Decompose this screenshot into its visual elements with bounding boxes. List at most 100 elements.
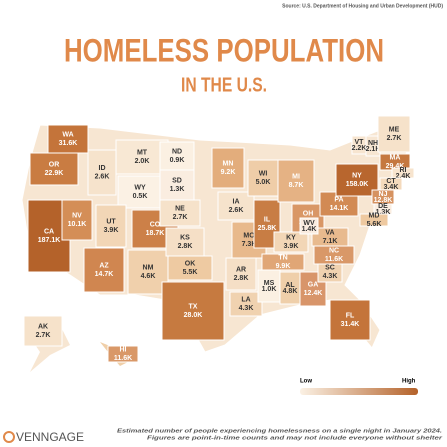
state-abbr: NH [368, 140, 378, 147]
state-value: 2.0K [135, 158, 150, 165]
state-abbr: KY [286, 235, 296, 242]
state-abbr: TX [189, 304, 198, 311]
state-shape [211, 147, 245, 189]
state-abbr: MD [369, 213, 380, 220]
state-value: 12.8K [374, 197, 393, 204]
state-value: 4.6K [141, 273, 156, 280]
state: MN9.2K [211, 147, 245, 189]
state-value: 1.4K [302, 226, 317, 233]
state-value: 8.7K [289, 182, 304, 189]
state-abbr: WA [62, 132, 73, 139]
brand-logo [3, 431, 15, 443]
state-abbr: MT [137, 150, 148, 157]
state-shape [329, 299, 371, 341]
state-abbr: IL [264, 217, 271, 224]
state-value: 2.7K [36, 332, 51, 339]
state-abbr: OR [49, 162, 60, 169]
legend-high: High [402, 379, 416, 385]
state: AR2.8K [225, 257, 257, 291]
state: WV1.4K [299, 217, 319, 235]
state: VA7.1K [311, 227, 349, 247]
state-value: 187.1K [38, 237, 61, 244]
state-shape [95, 204, 127, 248]
state-value: 12.4K [304, 290, 323, 297]
state-value: 1.3K [376, 209, 391, 216]
state-shape [391, 167, 415, 179]
state-abbr: VA [325, 230, 334, 237]
state-abbr: SC [325, 265, 335, 272]
state-shape [229, 291, 263, 317]
state-abbr: WY [134, 185, 146, 192]
state-shape [107, 345, 139, 363]
state-abbr: TN [278, 255, 287, 262]
state-value: 14.1K [330, 205, 349, 212]
state: NE2.7K [159, 199, 201, 227]
state-abbr: IA [233, 199, 240, 206]
state-abbr: DE [378, 203, 388, 210]
state-abbr: WI [259, 171, 268, 178]
state-abbr: SD [172, 178, 182, 185]
footer-note: Figures are point-in-time counts and may… [147, 435, 443, 441]
state-shape [161, 281, 225, 341]
state-value: 28.0K [184, 312, 203, 319]
state-value: 10.1K [68, 221, 87, 228]
state: ND0.9K [159, 141, 195, 171]
state-shape [23, 315, 63, 347]
state: ID 2.6K [87, 149, 117, 196]
state: AL4.8K [279, 271, 301, 305]
state-value: 2.1K [366, 146, 381, 153]
state-value: 25.8K [258, 225, 277, 232]
state-value: 5.5K [183, 269, 198, 276]
state-abbr: HI [120, 347, 127, 354]
state-value: 3.9K [104, 227, 119, 234]
state-shape [159, 169, 195, 201]
state-abbr: VT [355, 139, 365, 146]
title: HOMELESS POPULATION [64, 32, 384, 68]
state-abbr: NV [72, 213, 82, 220]
state-value: 9.2K [221, 169, 236, 176]
legend-low: Low [300, 379, 312, 385]
state-shape [117, 175, 163, 209]
brand: VENNGAGE [16, 430, 84, 444]
state: OK5.5K [167, 255, 213, 281]
state: KS2.8K [165, 227, 205, 257]
state-shape [225, 257, 257, 291]
state-value: 11.6K [325, 256, 343, 263]
state: WY0.5K [117, 175, 163, 209]
state-abbr: KS [180, 235, 190, 242]
state-value: 4.3K [323, 273, 338, 280]
state-abbr: GA [308, 282, 319, 289]
state-value: 1.3K [170, 186, 185, 193]
state-abbr: AZ [99, 263, 109, 270]
state: TN9.9K [261, 253, 305, 271]
legend-gradient [300, 388, 418, 395]
state-shape [277, 159, 315, 203]
state-shape [261, 253, 305, 271]
subtitle: IN THE U.S. [181, 74, 267, 96]
state-abbr: CO [150, 222, 161, 229]
state-value: 5.6K [367, 221, 382, 228]
source: Source: U.S. Department of Housing and U… [282, 3, 443, 9]
state-value: 7.3K [242, 241, 257, 248]
state-value: 2.4K [396, 173, 411, 180]
state-abbr: MA [390, 155, 401, 162]
state-abbr: NM [143, 265, 154, 272]
state-shape [47, 124, 89, 154]
state: MD5.6K [359, 213, 389, 228]
state-value: 29.4K [386, 163, 405, 170]
state-value: 7.1K [323, 238, 338, 245]
state-abbr: MN [223, 161, 234, 168]
state-shape [247, 159, 279, 197]
state-value: 22.9K [45, 170, 64, 177]
state-shape [159, 141, 195, 171]
state-abbr: AK [38, 324, 48, 331]
state-abbr: NE [175, 206, 185, 213]
state-abbr: UT [106, 219, 116, 226]
